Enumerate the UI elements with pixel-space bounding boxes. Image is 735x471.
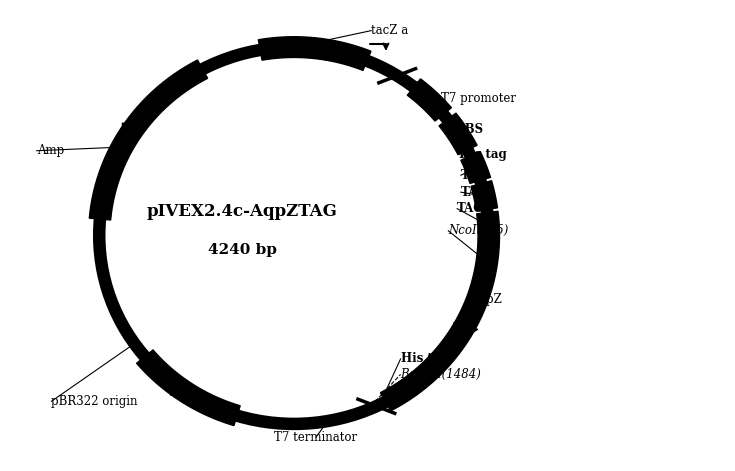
Text: T7 promoter: T7 promoter <box>441 92 516 106</box>
Polygon shape <box>170 382 203 402</box>
Text: tacZ a: tacZ a <box>371 24 409 37</box>
Text: TAG: TAG <box>461 186 488 199</box>
Polygon shape <box>258 37 330 60</box>
Polygon shape <box>461 152 490 183</box>
Text: NcoI(765): NcoI(765) <box>448 224 509 237</box>
Text: Amp: Amp <box>37 144 64 157</box>
Text: T7 terminator: T7 terminator <box>274 430 358 444</box>
Text: 4240 bp: 4240 bp <box>208 243 277 257</box>
Text: AqpZ: AqpZ <box>470 292 502 306</box>
Polygon shape <box>471 181 498 211</box>
Text: His tag: His tag <box>459 148 507 161</box>
Text: TAG: TAG <box>457 202 484 215</box>
Polygon shape <box>477 211 500 239</box>
Polygon shape <box>123 123 147 146</box>
Text: pIVEX2.4c-AqpZTAG: pIVEX2.4c-AqpZTAG <box>147 203 338 220</box>
Polygon shape <box>137 350 240 426</box>
Polygon shape <box>326 40 371 71</box>
Polygon shape <box>381 239 500 411</box>
Text: RBS: RBS <box>456 123 484 136</box>
Polygon shape <box>407 79 451 121</box>
Text: pBR322 origin: pBR322 origin <box>51 395 138 408</box>
Text: TAG: TAG <box>461 169 488 182</box>
Polygon shape <box>453 323 478 345</box>
Text: His tag: His tag <box>401 352 448 365</box>
Polygon shape <box>89 60 207 220</box>
Polygon shape <box>439 113 477 154</box>
Text: BamHI(1484): BamHI(1484) <box>401 368 481 381</box>
